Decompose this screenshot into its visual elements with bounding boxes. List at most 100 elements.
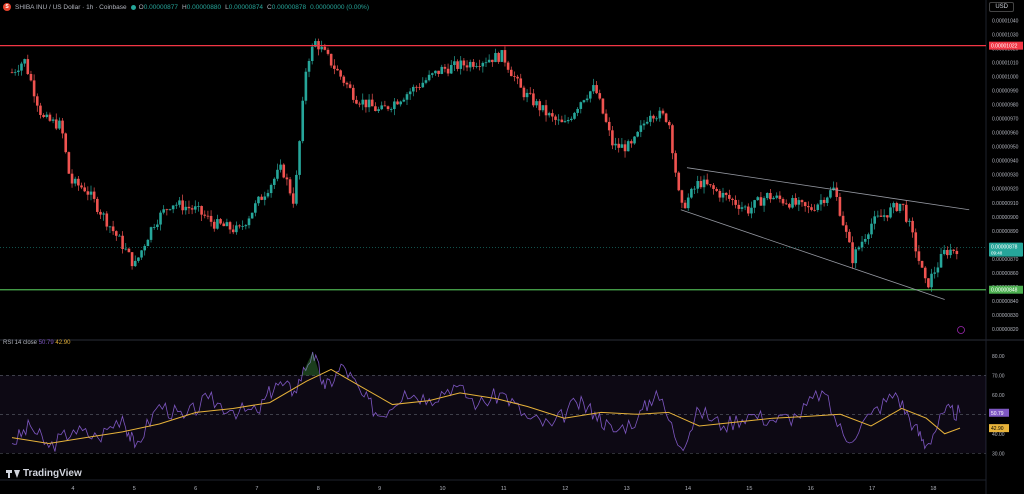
candle-body <box>17 70 20 72</box>
candle-body <box>566 119 570 122</box>
trendline <box>680 209 945 300</box>
candle-body <box>844 225 848 232</box>
candle-body <box>633 136 636 144</box>
candle-body <box>111 226 115 232</box>
candle-body <box>772 197 775 200</box>
candle-body <box>133 260 137 267</box>
candle-body <box>658 110 662 119</box>
candle-body <box>576 108 579 113</box>
price-tick-label: 0.00000940 <box>992 159 1019 165</box>
candle-body <box>96 198 99 212</box>
candle-body <box>705 179 709 185</box>
candle-body <box>61 120 64 134</box>
rsi-overbought-fill <box>301 351 321 376</box>
candle-body <box>563 121 567 123</box>
tradingview-brand[interactable]: TradingView <box>6 468 82 479</box>
candle-body <box>955 250 959 255</box>
rsi-line <box>11 351 961 452</box>
price-tick-label: 0.00000830 <box>992 313 1019 319</box>
candle-body <box>645 121 649 124</box>
candle-body <box>121 235 124 250</box>
candle-body <box>114 231 118 236</box>
event-marker-icon <box>957 326 965 334</box>
candle-body <box>298 141 301 175</box>
candle-body <box>449 65 453 74</box>
candle-body <box>165 209 169 211</box>
candle-body <box>13 71 17 73</box>
candle-body <box>547 113 551 116</box>
candle-body <box>813 209 816 211</box>
candle-body <box>573 112 576 119</box>
rsi-legend[interactable]: RSI 14 close 50.79 42.90 <box>3 340 70 346</box>
price-tick-label: 0.00000820 <box>992 327 1019 333</box>
candle-body <box>832 187 835 191</box>
candle-body <box>453 61 456 66</box>
candle-body <box>285 177 289 180</box>
candle-body <box>370 99 374 107</box>
candle-body <box>946 249 949 256</box>
candle-body <box>197 206 200 207</box>
candle-body <box>841 215 845 226</box>
candle-body <box>430 73 434 75</box>
price-tick-label: 0.00000860 <box>992 271 1019 277</box>
candle-body <box>667 121 671 126</box>
candle-body <box>412 86 415 92</box>
candle-body <box>838 196 842 216</box>
candle-body <box>254 203 257 213</box>
candle-body <box>348 84 352 88</box>
candle-body <box>588 91 592 99</box>
candle-body <box>579 102 583 109</box>
currency-selector[interactable]: USD <box>989 2 1014 12</box>
candle-body <box>295 174 298 204</box>
price-tick-label: 0.00000930 <box>992 173 1019 179</box>
candle-body <box>683 202 687 209</box>
candle-body <box>203 214 207 216</box>
candle-body <box>70 173 74 184</box>
candle-body <box>399 101 402 105</box>
candle-body <box>867 234 870 239</box>
candle-body <box>784 203 788 205</box>
candle-body <box>304 71 308 101</box>
candle-body <box>886 215 889 218</box>
candle-body <box>383 105 387 107</box>
candle-body <box>863 238 867 242</box>
candle-body <box>614 143 617 146</box>
time-axis-label: 6 <box>194 486 197 492</box>
candle-body <box>484 62 488 64</box>
candle-body <box>680 190 684 203</box>
symbol-title[interactable]: SHIBA INU / US Dollar · 1h · Coinbase <box>15 3 127 11</box>
candle-body <box>743 206 747 208</box>
candle-body <box>137 257 140 261</box>
candle-body <box>585 98 589 101</box>
price-tick-label: 0.00001040 <box>992 18 1019 24</box>
candle-body <box>873 216 876 224</box>
time-axis-label: 5 <box>133 486 136 492</box>
candle-body <box>260 196 263 200</box>
time-axis-label: 10 <box>440 486 446 492</box>
shiba-logo-icon: S <box>3 3 11 11</box>
candle-body <box>800 200 804 203</box>
candle-body <box>355 99 358 104</box>
candle-body <box>889 207 892 218</box>
candle-body <box>405 94 409 100</box>
rsi-tick-label: 80.00 <box>992 354 1005 360</box>
candle-body <box>73 178 77 184</box>
brand-name: TradingView <box>23 468 82 479</box>
candle-body <box>459 60 463 69</box>
candle-body <box>247 218 251 226</box>
candle-body <box>816 204 820 211</box>
candle-body <box>639 125 643 132</box>
candle-body <box>595 85 598 94</box>
candle-body <box>269 184 273 194</box>
candle-body <box>876 215 880 217</box>
candle-body <box>519 78 523 88</box>
candle-body <box>592 85 595 92</box>
candle-body <box>80 185 83 188</box>
candle-body <box>130 252 134 267</box>
candle-body <box>652 115 655 119</box>
candle-body <box>190 208 194 210</box>
candle-body <box>759 197 763 206</box>
level-price-label: 0.00001022 <box>991 44 1018 50</box>
candle-body <box>42 114 45 117</box>
